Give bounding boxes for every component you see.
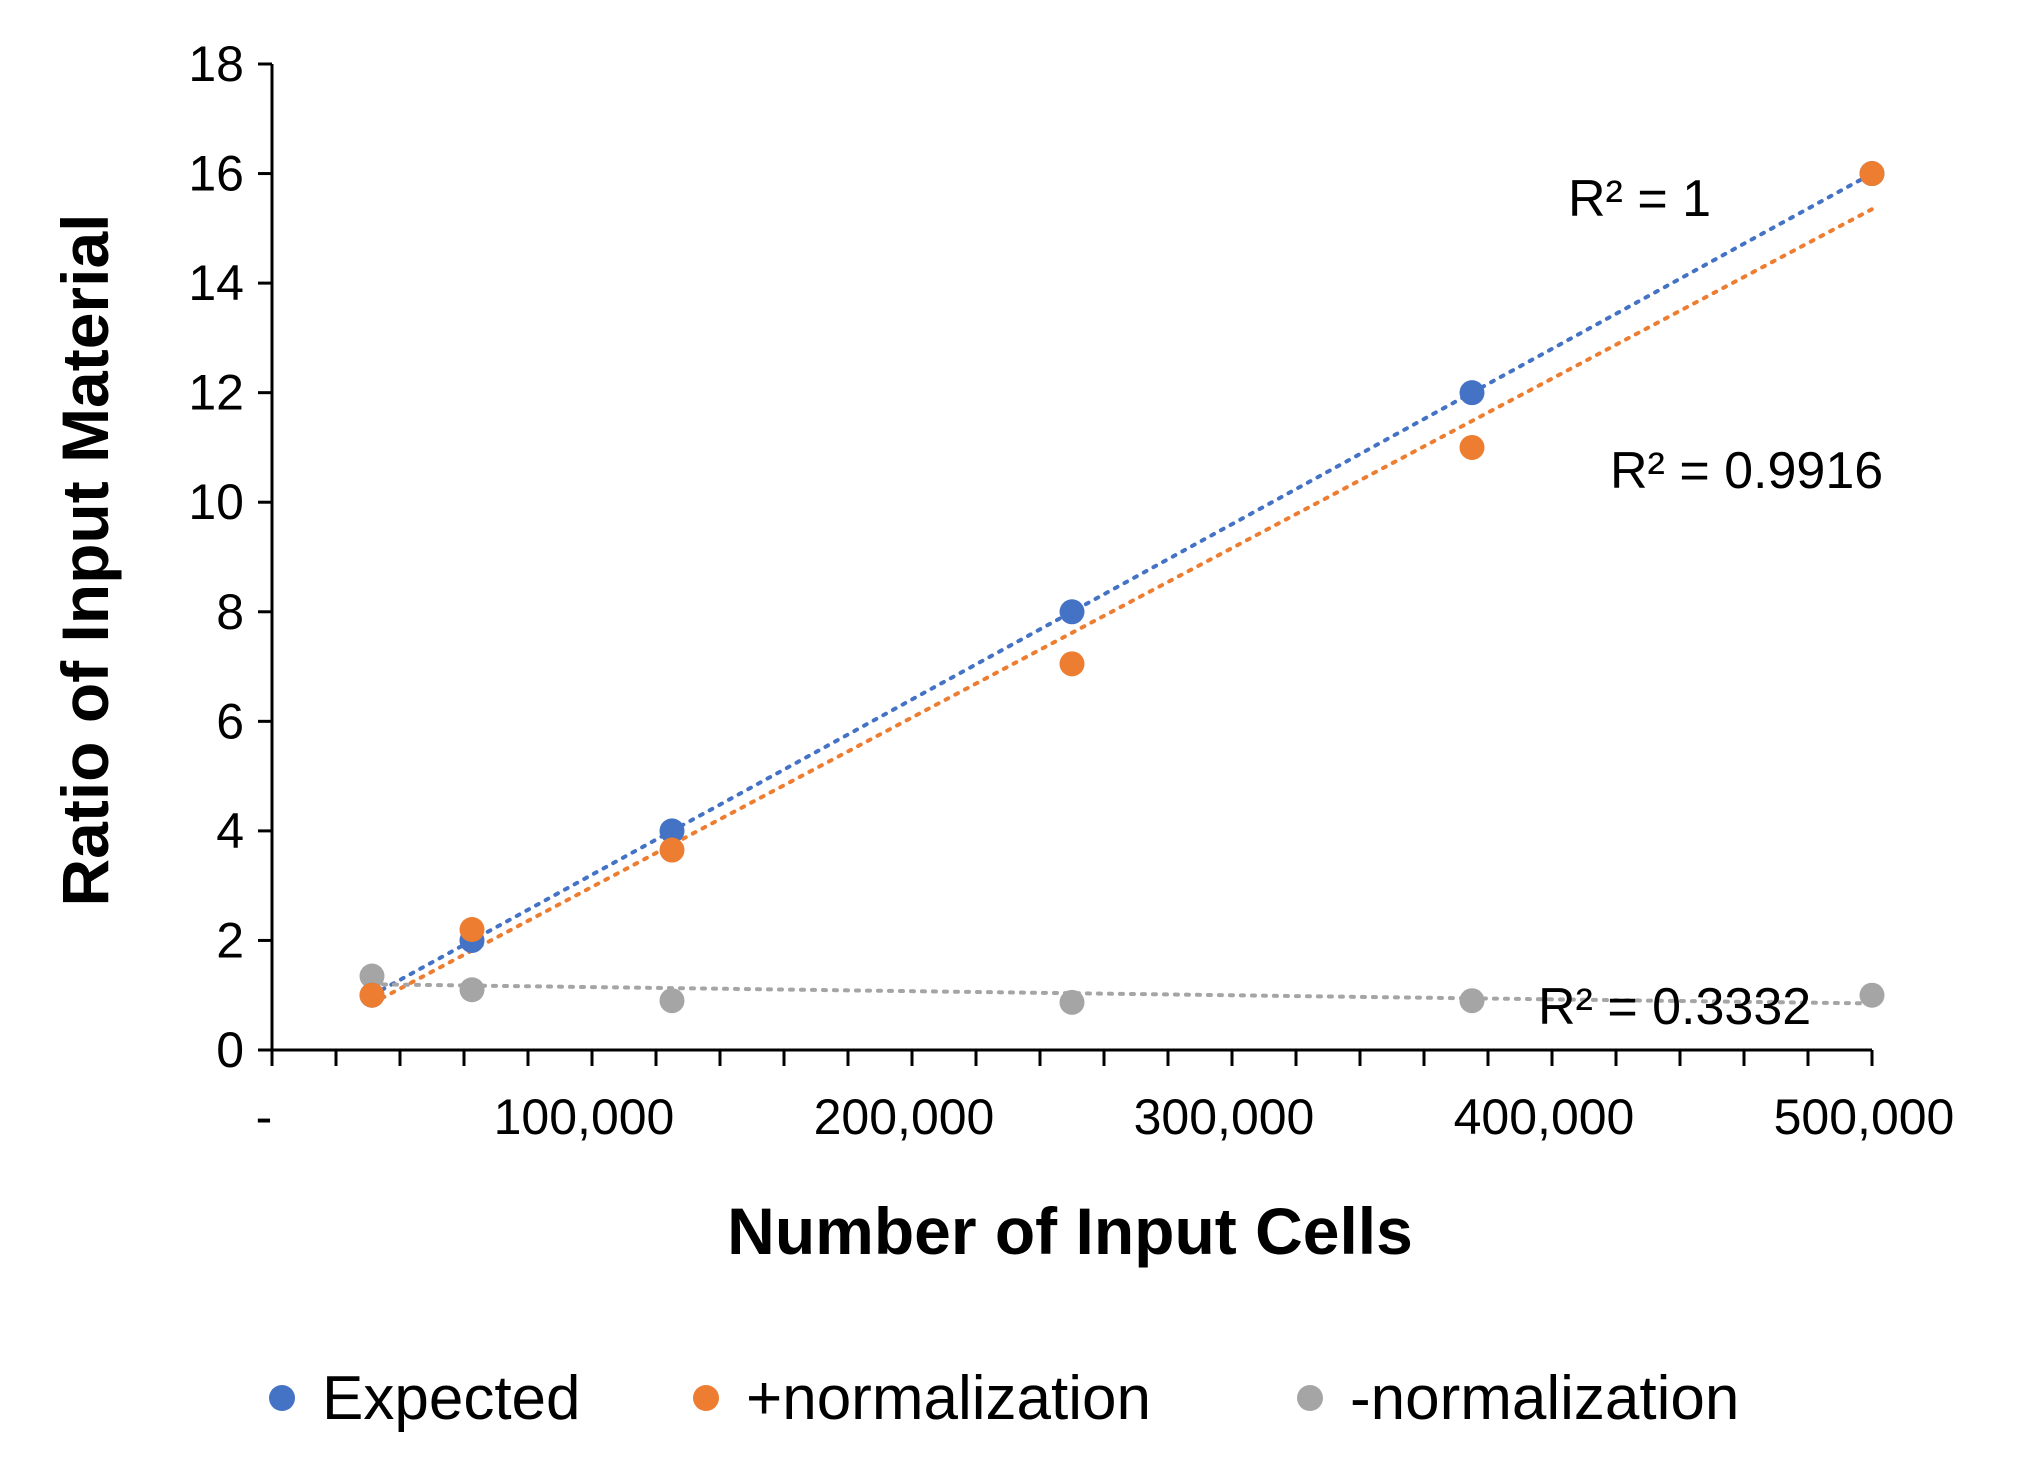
y-tick-label: 6 bbox=[216, 693, 244, 749]
y-tick-label: 2 bbox=[216, 912, 244, 968]
r-squared-label: R² = 0.9916 bbox=[1610, 442, 1883, 500]
data-point bbox=[1459, 434, 1485, 460]
x-tick-label: 300,000 bbox=[1134, 1089, 1315, 1145]
x-tick-label: 400,000 bbox=[1454, 1089, 1635, 1145]
y-tick-label: 12 bbox=[188, 365, 244, 421]
data-point bbox=[1059, 989, 1085, 1015]
y-tick-label: 14 bbox=[188, 255, 244, 311]
y-tick-label: 0 bbox=[216, 1022, 244, 1078]
legend-label: +normalization bbox=[746, 1364, 1151, 1433]
y-tick-label: 16 bbox=[188, 146, 244, 202]
y-tick-label: 18 bbox=[188, 36, 244, 92]
legend-marker bbox=[269, 1385, 295, 1411]
data-point bbox=[659, 988, 685, 1014]
r-squared-labels: R² = 1 R² = 0.9916 R² = 0.3332 bbox=[1538, 170, 1883, 1036]
legend: Expected +normalization -normalization bbox=[269, 1364, 1739, 1433]
trendlines bbox=[370, 171, 1874, 1006]
data-point bbox=[659, 818, 685, 844]
trendline bbox=[370, 207, 1874, 1006]
data-point bbox=[1859, 982, 1885, 1008]
r-squared-label: R² = 0.3332 bbox=[1538, 978, 1811, 1036]
axes: 0 2 4 6 8 10 12 14 16 18 - 100,000 200,000 300,000 400… bbox=[188, 36, 1954, 1145]
data-point bbox=[359, 982, 385, 1008]
data-point bbox=[459, 977, 485, 1003]
data-point bbox=[659, 837, 685, 863]
data-point bbox=[1059, 599, 1085, 625]
trendline bbox=[370, 171, 1874, 998]
x-tick-label: - bbox=[256, 1089, 273, 1145]
legend-marker bbox=[693, 1385, 719, 1411]
data-point bbox=[1859, 161, 1885, 187]
legend-marker bbox=[1297, 1385, 1323, 1411]
x-tick-label: 100,000 bbox=[494, 1089, 675, 1145]
y-tick-label: 10 bbox=[188, 474, 244, 530]
data-point bbox=[359, 963, 385, 989]
data-point bbox=[1059, 651, 1085, 677]
x-axis-title: Number of Input Cells bbox=[727, 1194, 1413, 1268]
y-axis-title: Ratio of Input Material bbox=[48, 214, 122, 907]
data-points bbox=[359, 161, 1885, 1015]
data-point bbox=[459, 916, 485, 942]
data-point bbox=[1459, 988, 1485, 1014]
legend-label: -normalization bbox=[1350, 1364, 1739, 1433]
y-tick-label: 8 bbox=[216, 584, 244, 640]
legend-label: Expected bbox=[322, 1364, 581, 1433]
x-tick-label: 200,000 bbox=[814, 1089, 995, 1145]
trendline bbox=[370, 982, 1874, 1006]
x-tick-label: 500,000 bbox=[1774, 1089, 1955, 1145]
r-squared-label: R² = 1 bbox=[1568, 170, 1711, 228]
y-tick-label: 4 bbox=[216, 803, 244, 859]
data-point bbox=[1459, 380, 1485, 406]
